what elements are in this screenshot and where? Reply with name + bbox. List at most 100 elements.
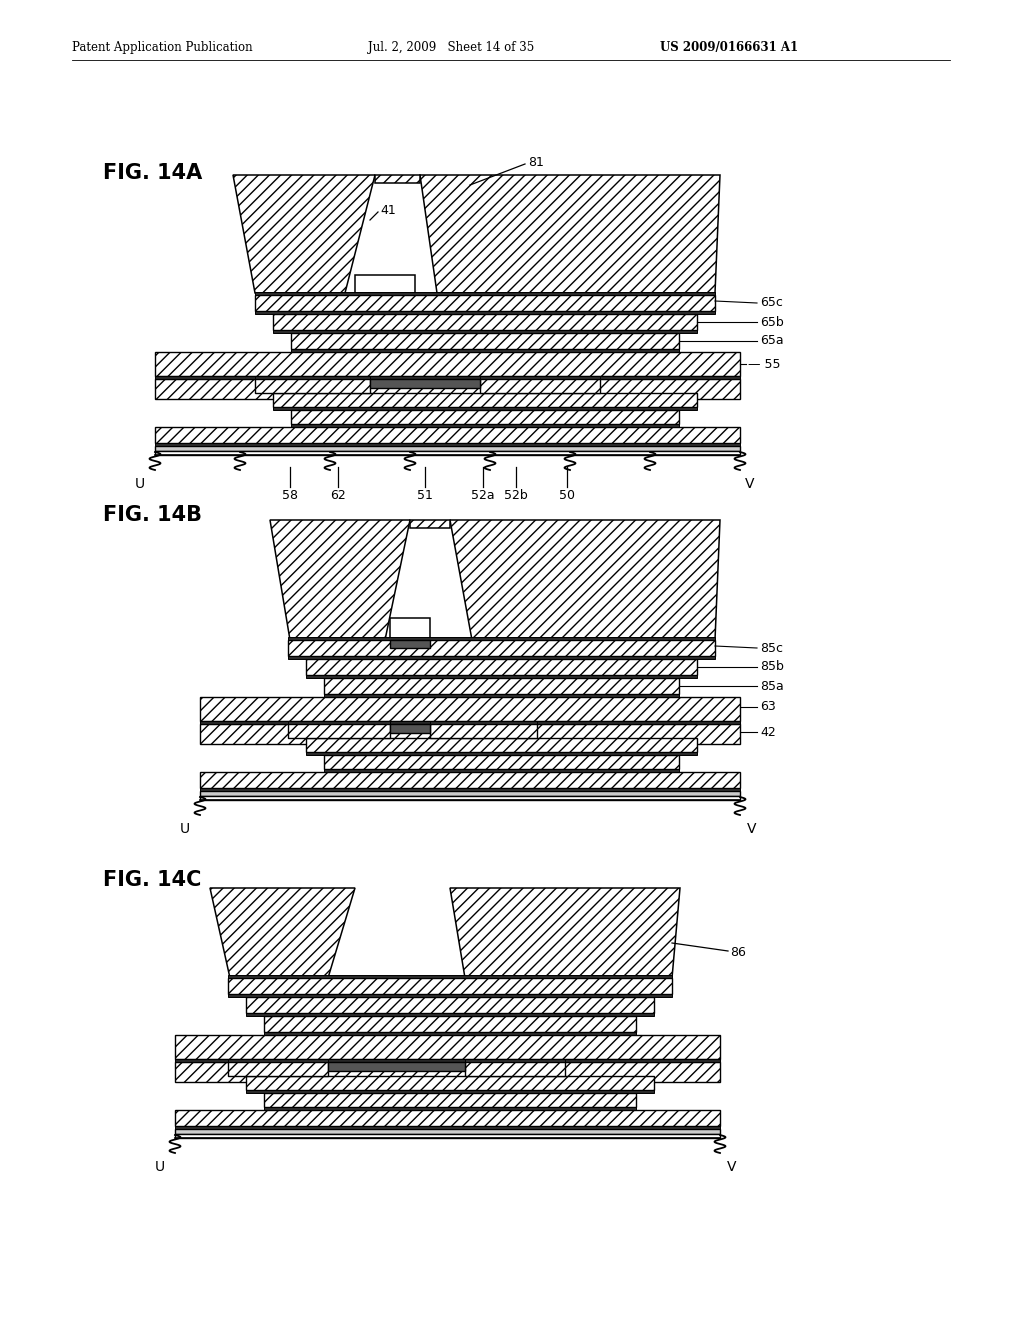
Text: 58: 58 bbox=[282, 488, 298, 502]
Text: 65b: 65b bbox=[760, 315, 783, 329]
Text: 41: 41 bbox=[380, 203, 395, 216]
Polygon shape bbox=[228, 994, 672, 997]
Polygon shape bbox=[233, 176, 375, 293]
Text: V: V bbox=[745, 477, 755, 491]
Polygon shape bbox=[370, 379, 480, 388]
Polygon shape bbox=[155, 352, 740, 376]
Text: 63: 63 bbox=[760, 701, 776, 714]
Polygon shape bbox=[155, 451, 740, 455]
Text: 50: 50 bbox=[559, 488, 575, 502]
Polygon shape bbox=[200, 796, 740, 800]
Polygon shape bbox=[246, 1012, 654, 1016]
Polygon shape bbox=[175, 1110, 720, 1126]
Polygon shape bbox=[273, 393, 697, 407]
Polygon shape bbox=[228, 1059, 328, 1063]
Text: US 2009/0166631 A1: US 2009/0166631 A1 bbox=[660, 41, 798, 54]
Polygon shape bbox=[306, 738, 697, 752]
Polygon shape bbox=[175, 1035, 720, 1059]
Polygon shape bbox=[410, 520, 450, 528]
Polygon shape bbox=[264, 1107, 636, 1110]
Polygon shape bbox=[255, 292, 715, 294]
Polygon shape bbox=[291, 348, 679, 352]
Polygon shape bbox=[430, 723, 537, 738]
Text: 81: 81 bbox=[528, 156, 544, 169]
Polygon shape bbox=[155, 376, 740, 379]
Polygon shape bbox=[228, 978, 672, 994]
Polygon shape bbox=[291, 424, 679, 426]
Polygon shape bbox=[390, 618, 430, 640]
Polygon shape bbox=[228, 975, 672, 978]
Polygon shape bbox=[210, 888, 355, 978]
Polygon shape bbox=[155, 446, 740, 451]
Polygon shape bbox=[246, 997, 654, 1012]
Polygon shape bbox=[228, 1063, 328, 1076]
Text: 65c: 65c bbox=[760, 297, 783, 309]
Polygon shape bbox=[155, 444, 740, 446]
Polygon shape bbox=[430, 721, 537, 723]
Polygon shape bbox=[175, 1063, 720, 1082]
Polygon shape bbox=[200, 723, 740, 744]
Text: 51: 51 bbox=[417, 488, 433, 502]
Polygon shape bbox=[273, 330, 697, 333]
Text: Jul. 2, 2009   Sheet 14 of 35: Jul. 2, 2009 Sheet 14 of 35 bbox=[368, 41, 535, 54]
Polygon shape bbox=[200, 788, 740, 791]
Polygon shape bbox=[288, 640, 715, 656]
Polygon shape bbox=[450, 888, 680, 978]
Polygon shape bbox=[175, 1126, 720, 1129]
Polygon shape bbox=[200, 721, 740, 723]
Polygon shape bbox=[155, 379, 740, 399]
Text: U: U bbox=[180, 822, 190, 836]
Polygon shape bbox=[200, 791, 740, 796]
Polygon shape bbox=[390, 723, 430, 733]
Polygon shape bbox=[324, 755, 679, 770]
Text: Patent Application Publication: Patent Application Publication bbox=[72, 41, 253, 54]
Polygon shape bbox=[390, 640, 430, 648]
Polygon shape bbox=[465, 1063, 565, 1076]
Text: 62: 62 bbox=[330, 488, 346, 502]
Polygon shape bbox=[288, 656, 715, 659]
Polygon shape bbox=[324, 678, 679, 694]
Polygon shape bbox=[465, 1059, 565, 1063]
Polygon shape bbox=[273, 407, 697, 411]
Polygon shape bbox=[288, 721, 390, 723]
Polygon shape bbox=[324, 770, 679, 772]
Polygon shape bbox=[291, 333, 679, 348]
Text: FIG. 14C: FIG. 14C bbox=[103, 870, 202, 890]
Polygon shape bbox=[273, 314, 697, 330]
Text: U: U bbox=[155, 1160, 165, 1173]
Polygon shape bbox=[288, 638, 715, 640]
Polygon shape bbox=[306, 752, 697, 755]
Polygon shape bbox=[355, 275, 415, 293]
Polygon shape bbox=[264, 1032, 636, 1035]
Polygon shape bbox=[450, 520, 720, 640]
Polygon shape bbox=[175, 1134, 720, 1138]
Polygon shape bbox=[175, 1059, 720, 1063]
Polygon shape bbox=[246, 1090, 654, 1093]
Text: V: V bbox=[727, 1160, 736, 1173]
Polygon shape bbox=[328, 1063, 465, 1071]
Text: 65a: 65a bbox=[760, 334, 783, 347]
Polygon shape bbox=[255, 376, 370, 379]
Text: 85c: 85c bbox=[760, 642, 783, 655]
Polygon shape bbox=[288, 723, 390, 738]
Polygon shape bbox=[270, 520, 410, 640]
Polygon shape bbox=[306, 659, 697, 675]
Polygon shape bbox=[155, 426, 740, 444]
Polygon shape bbox=[420, 176, 720, 293]
Text: 85b: 85b bbox=[760, 660, 784, 673]
Polygon shape bbox=[246, 1076, 654, 1090]
Text: 42: 42 bbox=[760, 726, 776, 738]
Polygon shape bbox=[480, 379, 600, 393]
Text: — 55: — 55 bbox=[748, 358, 780, 371]
Polygon shape bbox=[306, 675, 697, 678]
Text: V: V bbox=[748, 822, 757, 836]
Text: FIG. 14B: FIG. 14B bbox=[103, 506, 202, 525]
Polygon shape bbox=[175, 1129, 720, 1134]
Text: 85a: 85a bbox=[760, 680, 783, 693]
Polygon shape bbox=[264, 1093, 636, 1107]
Polygon shape bbox=[375, 176, 420, 183]
Text: 86: 86 bbox=[730, 946, 745, 960]
Polygon shape bbox=[255, 379, 370, 393]
Text: 52b: 52b bbox=[504, 488, 528, 502]
Polygon shape bbox=[480, 376, 600, 379]
